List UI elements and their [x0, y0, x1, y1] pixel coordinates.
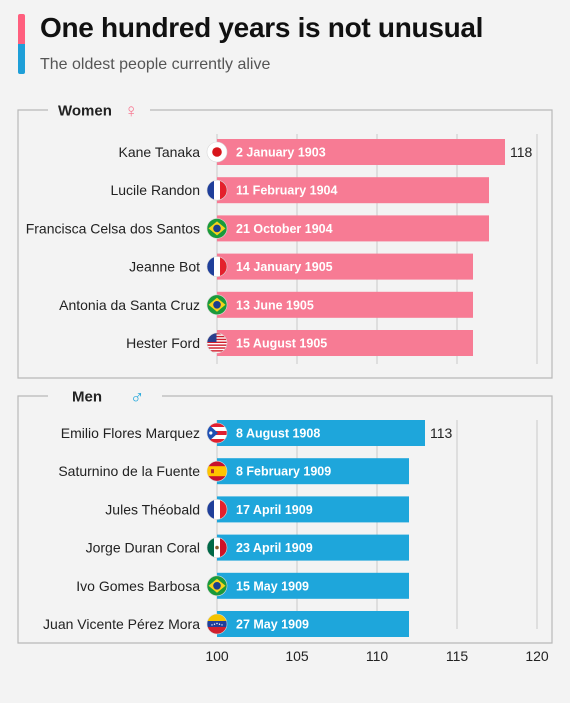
birth-date-label: 2 January 1903	[236, 146, 326, 160]
birth-date-label: 15 May 1909	[236, 579, 309, 593]
bar	[217, 139, 505, 165]
spain-flag-icon	[206, 460, 228, 482]
person-name-label: Lucile Randon	[110, 182, 200, 198]
x-tick-label: 110	[366, 648, 389, 664]
chart-row: Jeanne Bot 14 January 1905	[129, 253, 473, 280]
france-flag-icon	[206, 179, 228, 201]
person-name-label: Kane Tanaka	[119, 144, 201, 160]
bar	[217, 572, 409, 599]
puerto-rico-flag-icon	[206, 422, 228, 444]
person-name-label: Francisca Celsa dos Santos	[26, 220, 200, 236]
title-accent-bar	[18, 14, 25, 74]
value-label: 113	[430, 425, 453, 441]
chart-row: Jorge Duran Coral 23 April 1909	[86, 534, 409, 561]
person-name-label: Jeanne Bot	[129, 259, 200, 275]
venezuela-flag-icon	[206, 613, 228, 635]
page-title: One hundred years is not unusual	[40, 12, 484, 43]
person-name-label: Juan Vicente Pérez Mora	[43, 616, 200, 632]
japan-flag-icon	[206, 141, 228, 163]
chart-row: Antonia da Santa Cruz 13 June 1905	[59, 291, 473, 318]
female-symbol-icon: ♀	[124, 101, 138, 122]
page-subtitle: The oldest people currently alive	[40, 56, 271, 73]
person-name-label: Jorge Duran Coral	[86, 540, 200, 556]
x-tick-label: 100	[205, 648, 229, 664]
person-name-label: Jules Théobald	[105, 501, 200, 517]
chart-row: Francisca Celsa dos Santos 21 October 190…	[26, 215, 489, 242]
chart-row: Juan Vicente Pérez Mora 27 May 1909	[43, 611, 409, 637]
birth-date-label: 8 February 1909	[236, 465, 331, 479]
bar	[217, 611, 409, 637]
person-name-label: Hester Ford	[126, 335, 200, 351]
birth-date-label: 23 April 1909	[236, 541, 313, 555]
men-panel-frame	[17, 395, 553, 644]
birth-date-label: 27 May 1909	[236, 618, 309, 632]
bar	[217, 291, 473, 318]
usa-flag-icon	[206, 332, 228, 354]
birth-date-label: 8 August 1908	[236, 427, 320, 441]
chart-row: Jules Théobald 17 April 1909	[105, 496, 409, 523]
chart-row: Ivo Gomes Barbosa 15 May 1909	[76, 572, 409, 599]
chart-row: Hester Ford 15 August 1905	[126, 330, 473, 356]
birth-date-label: 14 January 1905	[236, 260, 333, 274]
birth-date-label: 21 October 1904	[236, 222, 333, 236]
chart-row: Emilio Flores Marquez 8 August 1908 113	[61, 420, 453, 446]
brazil-flag-icon	[206, 575, 228, 597]
person-name-label: Antonia da Santa Cruz	[59, 297, 200, 313]
bar	[217, 458, 409, 485]
bar	[217, 177, 489, 204]
mexico-flag-icon	[206, 537, 228, 558]
x-tick-label: 115	[446, 648, 469, 664]
france-flag-icon	[206, 256, 228, 277]
bar	[217, 496, 409, 523]
chart-row: Lucile Randon 11 February 1904	[110, 177, 489, 204]
x-tick-label: 120	[525, 648, 549, 664]
women-group-label: Women	[58, 103, 112, 120]
person-name-label: Ivo Gomes Barbosa	[76, 578, 200, 594]
france-flag-icon	[206, 499, 228, 520]
birth-date-label: 15 August 1905	[236, 337, 327, 351]
women-panel-frame	[17, 109, 553, 379]
chart-row: Saturnino de la Fuente 8 February 1909	[58, 458, 409, 485]
person-name-label: Saturnino de la Fuente	[58, 463, 200, 479]
birth-date-label: 17 April 1909	[236, 503, 313, 517]
bar	[217, 420, 425, 446]
person-name-label: Emilio Flores Marquez	[61, 425, 200, 441]
value-label: 118	[510, 144, 533, 160]
bar	[217, 534, 409, 561]
men-group-label: Men	[72, 389, 102, 406]
brazil-flag-icon	[206, 294, 228, 316]
brazil-flag-icon	[206, 218, 228, 239]
bar	[217, 330, 473, 356]
bar	[217, 253, 473, 280]
male-symbol-icon: ♂	[130, 387, 144, 408]
birth-date-label: 13 June 1905	[236, 298, 314, 312]
birth-date-label: 11 February 1904	[236, 184, 338, 198]
x-tick-label: 105	[285, 648, 309, 664]
bar	[217, 215, 489, 242]
chart-row: Kane Tanaka 2 January 1903 118	[119, 139, 533, 165]
